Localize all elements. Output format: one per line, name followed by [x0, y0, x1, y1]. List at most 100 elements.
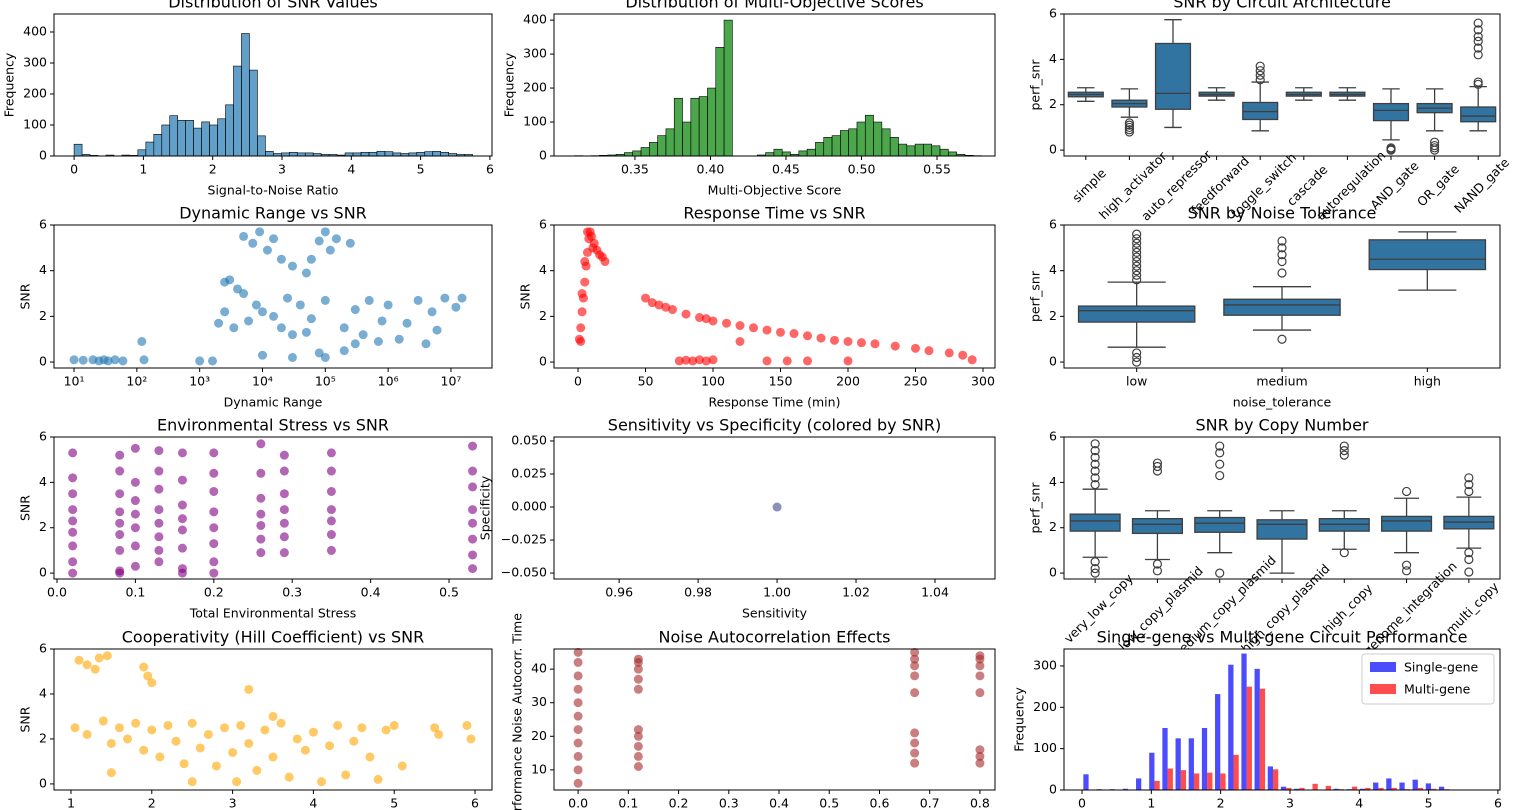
scatter-point — [377, 316, 387, 326]
histogram-bar — [288, 151, 298, 157]
x-tick-label: 100 — [701, 374, 725, 389]
y-tick-label: 100 — [1033, 740, 1057, 755]
outlier — [1215, 568, 1225, 578]
outlier — [1090, 452, 1100, 463]
axes-frame — [553, 224, 996, 369]
scatter-point — [68, 448, 78, 458]
y-tick-label: 4 — [1049, 262, 1057, 277]
x-tick-label: 1 — [139, 162, 147, 177]
scatter-point — [573, 671, 583, 681]
scatter-point — [262, 245, 272, 255]
scatter-point — [975, 661, 985, 671]
chart-title: SNR by Noise Tolerance — [1188, 204, 1377, 223]
scatter-point — [468, 550, 478, 560]
box — [1223, 298, 1341, 316]
x-tick-label: 0.3 — [282, 585, 302, 600]
scatter-point — [209, 507, 219, 517]
scatter-point — [843, 337, 853, 347]
x-axis-label: Total Environmental Stress — [189, 606, 357, 621]
scatter-point — [248, 238, 258, 248]
scatter-point — [115, 530, 125, 540]
scatter-point — [735, 321, 745, 331]
histogram-bar — [424, 151, 434, 157]
scatter-point — [306, 314, 316, 324]
axes-frame — [553, 436, 996, 580]
scatter-point — [910, 343, 920, 353]
x-tick-label: 0.5 — [819, 796, 839, 810]
outlier — [1132, 270, 1142, 280]
outlier — [1464, 567, 1474, 577]
scatter-point — [468, 466, 478, 476]
histogram-bar — [707, 87, 717, 157]
histogram-bar — [1188, 738, 1194, 790]
axes-background — [554, 14, 995, 156]
scatter-point — [776, 327, 786, 337]
scatter-point — [326, 545, 336, 555]
scatter-point — [256, 548, 266, 558]
scatter-point — [115, 489, 125, 499]
outlier — [1090, 473, 1100, 483]
histogram-bar — [682, 121, 692, 157]
scatter-point — [301, 327, 311, 337]
histogram-bar — [939, 148, 949, 157]
outlier — [1473, 36, 1483, 46]
scatter-point — [279, 518, 289, 528]
scatter-point — [154, 446, 164, 456]
scatter-point — [573, 711, 583, 721]
outlier — [1090, 459, 1100, 469]
histogram-bar — [1228, 664, 1234, 790]
scatter-point — [78, 355, 88, 365]
axes-frame — [53, 224, 493, 369]
scatter-point — [468, 505, 478, 515]
chart-title: Cooperativity (Hill Coefficient) vs SNR — [122, 628, 425, 647]
histogram-bar — [698, 96, 708, 157]
x-axis-label: Sensitivity — [742, 606, 808, 621]
scatter-point — [762, 356, 772, 366]
scatter-point — [661, 302, 671, 312]
scatter-point — [910, 688, 920, 698]
scatter-point — [967, 355, 977, 365]
x-tick-label: 5 — [417, 162, 425, 177]
histogram-bar — [648, 142, 658, 157]
histogram-bar — [1280, 786, 1287, 790]
axes-frame — [1063, 13, 1501, 157]
scatter-point — [701, 356, 711, 366]
histogram-bar — [1352, 786, 1358, 790]
scatter-point — [365, 752, 375, 762]
histogram-bar — [773, 148, 783, 157]
x-axis-label: noise_tolerance — [1233, 395, 1332, 410]
scatter-point — [695, 355, 705, 365]
histogram-bar — [1412, 779, 1418, 790]
y-tick-label: 0 — [39, 148, 47, 163]
histogram-bar — [416, 151, 426, 157]
scatter-point — [256, 509, 266, 519]
x-tick-label: 1.02 — [842, 585, 870, 600]
scatter-point — [256, 439, 266, 449]
histogram-bar — [723, 19, 733, 157]
histogram-bar — [201, 121, 210, 157]
scatter-point — [350, 339, 360, 349]
x-tick-label: 200 — [836, 374, 860, 389]
chart-title: Single-gene vs Multi-gene Circuit Perfor… — [1097, 628, 1468, 647]
histogram-bar — [1259, 688, 1266, 790]
scatter-point — [451, 302, 461, 312]
histogram-bar — [1122, 788, 1129, 790]
scatter-point — [239, 289, 249, 299]
scatter-point — [220, 723, 230, 733]
histogram-bar — [145, 141, 155, 157]
scatter-point — [130, 523, 140, 533]
x-tick-label: 0 — [1078, 796, 1086, 810]
chart-title: SNR by Copy Number — [1196, 416, 1369, 435]
histogram-bar — [241, 33, 250, 157]
scatter-point — [573, 725, 583, 735]
x-tick-label: 6 — [486, 162, 494, 177]
histogram-bar — [161, 124, 171, 157]
x-tick-label: 0.96 — [605, 585, 633, 600]
scatter-point — [394, 334, 404, 344]
y-tick-label: 300 — [523, 46, 547, 61]
scatter-point — [255, 227, 265, 237]
scatter-point — [782, 356, 792, 366]
scatter-point — [209, 557, 219, 567]
outlier — [1152, 566, 1163, 576]
scatter-point — [325, 741, 335, 751]
